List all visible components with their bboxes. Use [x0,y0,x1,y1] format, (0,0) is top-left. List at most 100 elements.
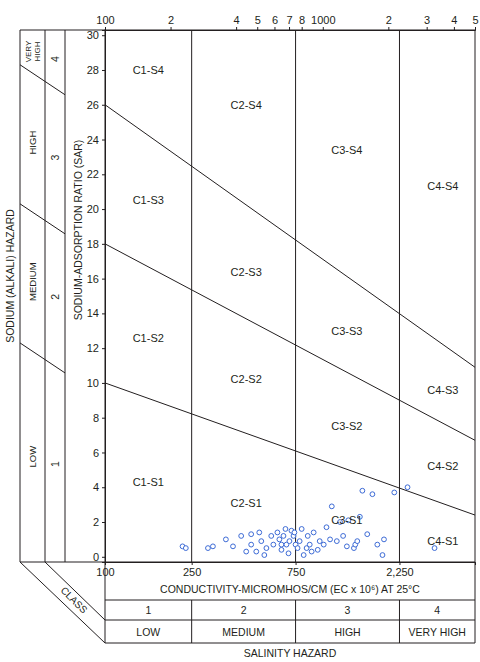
y-tick-label: 18 [87,238,99,250]
y-tick-label: 28 [87,64,99,76]
y-axis-title: SODIUM-ADSORPTION RATIO (SAR) [72,140,84,321]
salinity-class-divider [399,600,400,643]
y-tick-label: 12 [87,342,99,354]
sodium-level: MEDIUM [27,262,38,301]
plot-area [105,30,475,562]
data-point [305,534,310,539]
x-tick-mark [399,562,400,565]
y-tick-label: 26 [87,99,99,111]
region-label: C2-S1 [231,497,262,509]
x2-tick: 4 [451,14,457,30]
y-tick-mark [102,279,105,280]
x2-tick: 1000 [311,14,335,30]
x2-tick-label: 5 [472,14,478,26]
y-tick-mark [102,313,105,314]
sodium-class: 3 [49,155,61,161]
strip-border [20,30,21,562]
x2-tick-mark [454,27,455,30]
frame [20,30,475,643]
plot-frame [105,30,475,562]
data-point [382,537,387,542]
data-point [254,549,259,554]
x2-tick-mark [302,27,303,30]
data-point [344,544,349,549]
data-point [183,546,188,551]
x-tick: 250 [183,562,201,578]
y-tick-mark [102,418,105,419]
data-point [287,539,292,544]
salinity-level: MEDIUM [222,626,265,638]
data-point [329,504,334,509]
data-point [301,553,306,558]
y-tick: 30 [87,29,105,41]
y-tick-mark [102,174,105,175]
y-tick-mark [102,522,105,523]
x2-tick-label: 4 [234,14,240,26]
chart-container: C1-S4C2-S4C3-S4C4-S4C1-S3C2-S3C3-S3C4-S3… [0,0,480,662]
x2-tick-label: 2 [386,14,392,26]
data-point [269,534,274,539]
y-tick-label: 14 [87,307,99,319]
data-point [295,546,300,551]
data-point [392,490,397,495]
data-point [239,534,244,539]
salinity-class: 4 [434,604,440,616]
x2-tick: 100 [96,14,114,30]
y-tick-label: 16 [87,273,99,285]
class-diagonal [20,562,105,643]
data-point [249,532,254,537]
region-label: C2-S3 [231,266,262,278]
y-tick: 0 [93,551,105,563]
region-label: C3-S2 [331,420,362,432]
data-point [249,542,254,547]
x-tick-mark [296,562,297,565]
y-tick-label: 24 [87,134,99,146]
data-point [299,527,304,532]
x2-tick: 2 [168,14,174,30]
x2-tick-label: 5 [255,14,261,26]
x2-tick: 7 [286,14,292,30]
salinity-hazard-title: SALINITY HAZARD [244,647,337,659]
x2-tick: 8 [299,14,305,30]
x2-axis: 10024567810002345 [96,14,478,31]
x-tick-mark [192,562,193,565]
salinity-class: 2 [241,604,247,616]
data-point [317,539,322,544]
sodium-level: LOW [27,446,38,468]
region-labels: C1-S4C2-S4C3-S4C4-S4C1-S3C2-S3C3-S3C4-S3… [133,64,459,547]
x2-tick-mark [289,27,290,30]
data-point [324,525,329,530]
x2-tick-label: 7 [286,14,292,26]
y-tick-label: 22 [87,168,99,180]
x2-tick-mark [257,27,258,30]
data-point [297,539,302,544]
y-tick: 16 [87,273,105,285]
region-label: C2-S4 [231,99,262,111]
y-tick: 6 [93,446,105,458]
strip-divider [65,30,66,562]
salinity-level: HIGH [334,626,360,638]
region-label: C3-S3 [331,325,362,337]
x-tick-label: 2,250 [386,566,414,578]
y-tick-label: 2 [93,516,99,528]
x2-tick-label: 6 [272,14,278,26]
region-label: C3-S4 [331,144,362,156]
class-border [475,562,476,643]
data-point [211,544,216,549]
data-point [321,542,326,547]
sodium-class: 1 [49,461,61,467]
data-point [334,539,339,544]
points [180,485,437,558]
x2-tick-label: 100 [96,14,114,26]
data-point [257,530,262,535]
x2-tick-label: 8 [299,14,305,26]
region-label: C1-S2 [133,332,164,344]
sodium-boundary [105,105,475,368]
y-tick-label: 0 [93,551,99,563]
y-tick-mark [102,452,105,453]
class-row-line [105,620,475,621]
data-point [206,546,211,551]
x2-tick: 3 [424,14,430,30]
y-tick: 28 [87,64,105,76]
salinity-level: VERY HIGH [409,626,466,638]
